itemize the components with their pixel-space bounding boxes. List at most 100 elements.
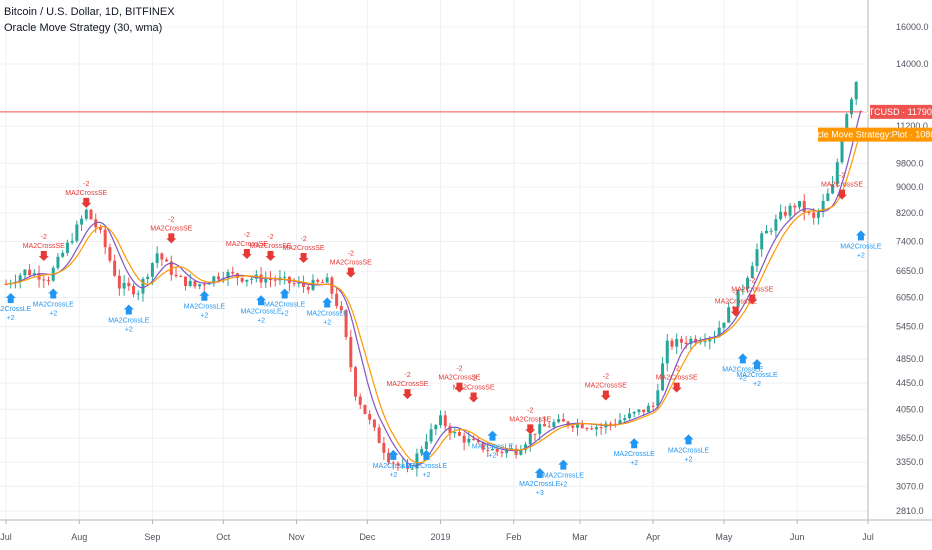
candle-body	[835, 162, 839, 185]
candle	[311, 274, 315, 292]
candle-body	[415, 453, 419, 469]
candle-body	[23, 269, 27, 276]
signal-value: +2	[323, 320, 331, 327]
signal-label: MA2CrossLE	[614, 451, 656, 458]
sell-signal: -2 MA2CrossSE	[386, 372, 429, 400]
candle	[618, 413, 622, 425]
candle-body	[627, 413, 631, 419]
candle-body	[335, 293, 339, 307]
x-tick-label: Mar	[572, 532, 588, 542]
signal-label: MA2CrossLE	[668, 447, 710, 454]
candle	[264, 271, 268, 289]
candle-body	[127, 282, 131, 287]
ma-slow-line	[5, 130, 862, 464]
signal-label: MA2CrossSE	[226, 241, 268, 248]
signal-value: -2	[267, 234, 273, 241]
candle-body	[70, 240, 74, 243]
candle	[165, 257, 169, 262]
x-tick-label: Jul	[862, 532, 874, 542]
x-tick-label: Nov	[288, 532, 305, 542]
candle	[420, 446, 424, 457]
candle-body	[401, 465, 405, 467]
signal-label: MA2CrossSE	[821, 182, 863, 189]
down-arrow-icon	[298, 252, 309, 263]
candle-body	[420, 449, 424, 454]
candle-body	[320, 281, 324, 283]
candle-body	[490, 448, 494, 451]
down-arrow-icon	[454, 382, 465, 393]
candle	[679, 335, 683, 350]
y-tick-label: 4050.0	[896, 404, 924, 414]
down-arrow-icon	[730, 306, 741, 317]
signal-label: MA2CrossLE	[519, 481, 561, 488]
candle	[221, 271, 225, 284]
sell-signal: -2 MA2CrossSE	[656, 366, 698, 393]
signal-label: MA2CrossSE	[65, 190, 107, 197]
candle-body	[396, 463, 400, 466]
candle	[453, 427, 457, 438]
candle	[538, 417, 542, 441]
candle-body	[410, 468, 414, 470]
candle	[826, 188, 830, 202]
buy-signal: MA2CrossLE+2	[736, 359, 778, 388]
candle-body	[821, 200, 825, 212]
candle-body	[354, 367, 358, 397]
candle	[141, 276, 145, 302]
buy-signal: MA2CrossLE+2	[406, 449, 447, 479]
candle-body	[32, 273, 36, 276]
y-tick-label: 3650.0	[896, 433, 924, 443]
candle	[802, 194, 806, 221]
candle-body	[580, 423, 584, 429]
candle-body	[519, 449, 523, 455]
candle	[65, 239, 69, 256]
candle	[56, 253, 60, 270]
candle	[788, 202, 792, 219]
candle	[646, 403, 650, 413]
candle-body	[651, 405, 655, 407]
candle	[320, 279, 324, 283]
candle	[656, 383, 660, 410]
candle-body	[132, 286, 136, 295]
x-tick-label: Aug	[71, 532, 87, 542]
candle	[160, 252, 164, 267]
candle-body	[594, 427, 598, 430]
candle	[561, 413, 565, 422]
sell-signal: -2 MA2CrossSE	[249, 234, 292, 261]
candle-body	[217, 276, 221, 280]
candle	[103, 226, 107, 255]
signal-label: MA2CrossSE	[150, 225, 192, 232]
candle-body	[429, 429, 433, 442]
candle	[547, 421, 551, 428]
candle	[377, 424, 381, 444]
up-arrow-icon	[421, 449, 432, 460]
up-arrow-icon	[558, 459, 569, 470]
candle-body	[590, 428, 594, 430]
candle-body	[755, 249, 759, 267]
sell-signal: -2 MA2CrossSE	[453, 375, 495, 403]
signal-value: -2	[244, 232, 250, 239]
candle-body	[198, 284, 202, 287]
candle	[132, 283, 136, 298]
y-tick-label: 4850.0	[896, 354, 924, 364]
buy-signal: MA2CrossLE+2	[264, 288, 306, 318]
candle	[47, 276, 51, 286]
candle	[302, 275, 306, 293]
candle	[339, 301, 343, 314]
signal-value: -2	[168, 216, 174, 223]
candle-body	[807, 211, 811, 213]
candle	[443, 410, 447, 432]
candle-body	[183, 276, 187, 287]
sell-signal: -2 MA2CrossSE	[150, 216, 193, 244]
candle-body	[542, 424, 546, 427]
signal-value: -2	[839, 173, 845, 180]
candle-body	[462, 435, 466, 443]
candle-body	[136, 293, 140, 295]
candle-body	[387, 452, 391, 463]
buy-signal: MA2CrossLE+2	[307, 297, 348, 327]
candle-body	[160, 253, 164, 260]
candle-body	[793, 205, 797, 208]
candle	[306, 283, 310, 294]
x-tick-label: Oct	[216, 532, 231, 542]
candle-body	[155, 253, 159, 264]
